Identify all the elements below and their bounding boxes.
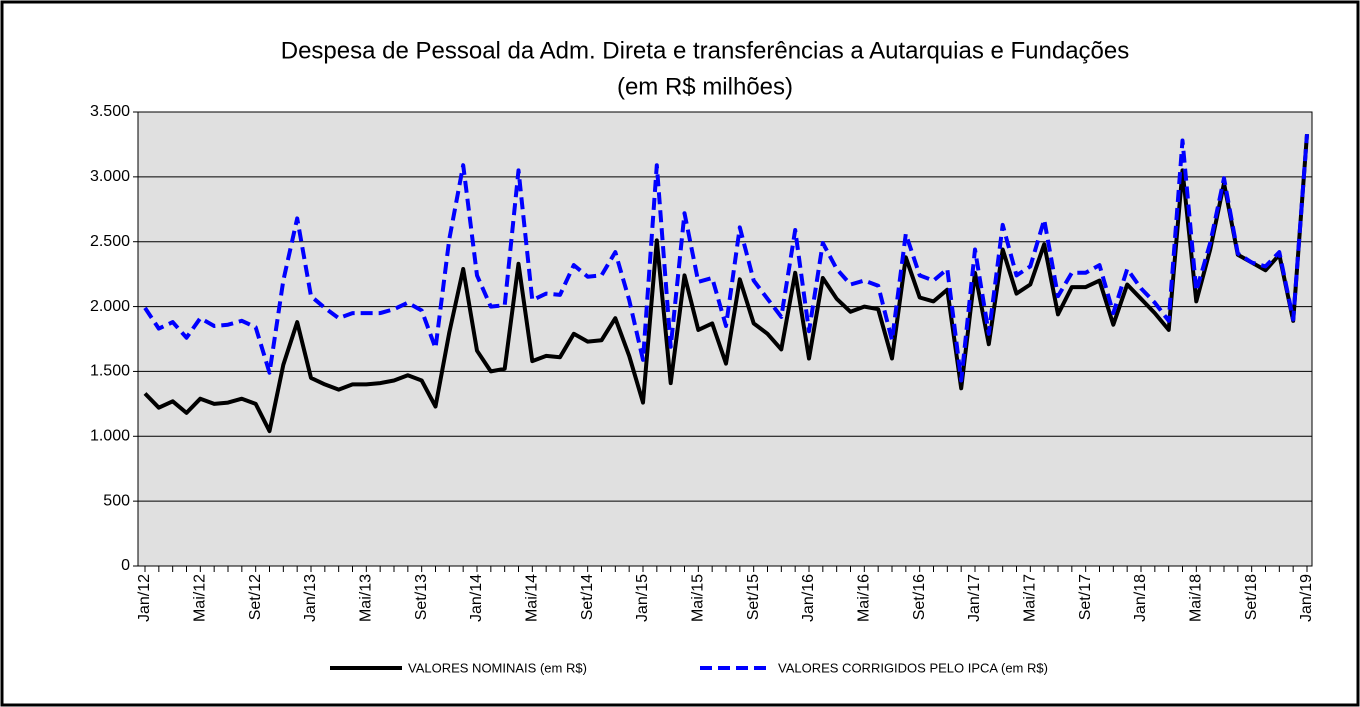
legend-label: VALORES CORRIGIDOS PELO IPCA (em R$): [778, 660, 1048, 675]
plot-area: [138, 112, 1312, 566]
x-tick-label: Mai/16: [856, 574, 873, 622]
y-tick-label: 2.500: [90, 233, 130, 250]
x-tick-label: Mai/18: [1188, 574, 1205, 622]
chart-subtitle: (em R$ milhões): [617, 73, 793, 100]
x-tick-label: Jan/14: [468, 574, 485, 622]
x-tick-label: Jan/16: [800, 574, 817, 622]
plot-border: [137, 111, 1313, 567]
x-tick-label: Mai/14: [524, 574, 541, 622]
chart-title: Despesa de Pessoal da Adm. Direta e tran…: [281, 37, 1130, 64]
x-tick-label: Mai/12: [192, 574, 209, 622]
x-tick-label: Mai/15: [690, 574, 707, 622]
x-tick-label: Set/16: [911, 574, 928, 620]
x-tick-label: Jan/19: [1298, 574, 1315, 622]
y-tick-label: 1.000: [90, 428, 130, 445]
y-tick-label: 2.000: [90, 298, 130, 315]
x-tick-label: Jan/15: [634, 574, 651, 622]
x-tick-label: Set/18: [1243, 574, 1260, 620]
x-tick-label: Jan/17: [966, 574, 983, 622]
y-tick-label: 0: [121, 557, 130, 574]
legend-label: VALORES NOMINAIS (em R$): [408, 660, 587, 675]
x-tick-label: Set/14: [579, 574, 596, 620]
x-tick-label: Set/15: [745, 574, 762, 620]
x-tick-label: Mai/13: [358, 574, 375, 622]
y-tick-label: 500: [103, 492, 130, 509]
x-tick-label: Jan/18: [1132, 574, 1149, 622]
x-tick-label: Set/13: [413, 574, 430, 620]
y-tick-label: 3.500: [90, 103, 130, 120]
y-tick-label: 1.500: [90, 363, 130, 380]
x-tick-label: Mai/17: [1022, 574, 1039, 622]
data-line: [143, 133, 1309, 383]
y-tick-label: 3.000: [90, 168, 130, 185]
x-tick-label: Set/12: [247, 574, 264, 620]
x-tick-label: Jan/13: [302, 574, 319, 622]
x-tick-label: Set/17: [1077, 574, 1094, 620]
x-tick-label: Jan/12: [136, 574, 153, 622]
data-line: [143, 133, 1309, 434]
